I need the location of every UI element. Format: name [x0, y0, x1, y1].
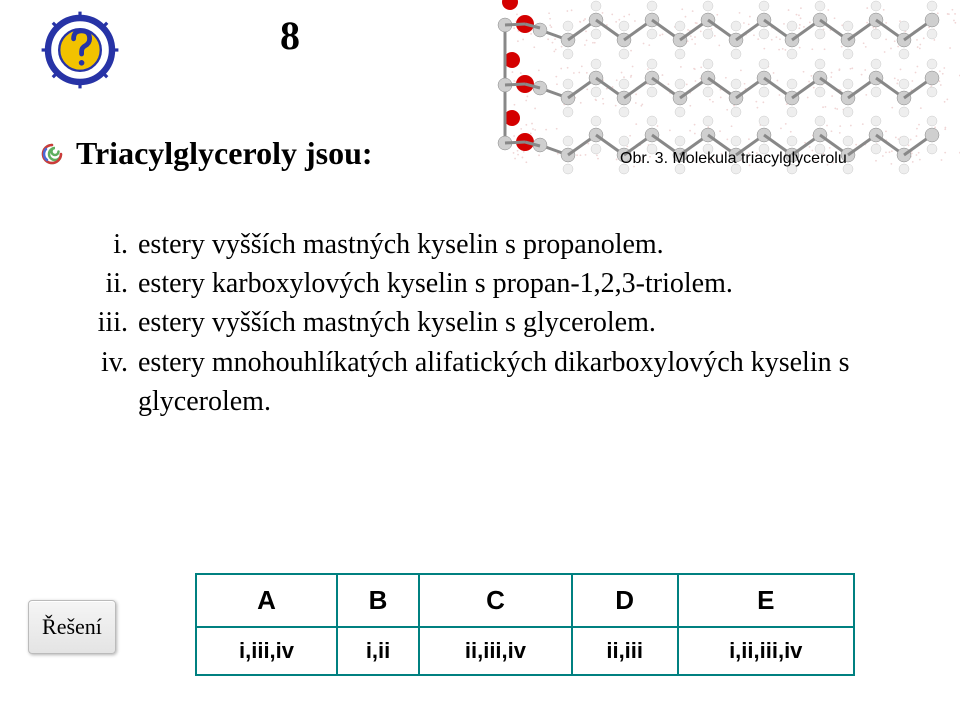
option-marker: i.: [80, 225, 128, 264]
option-iii: iii. estery vyšších mastných kyselin s g…: [80, 303, 900, 342]
heading-text: Triacylglyceroly jsou:: [76, 135, 373, 172]
option-text: estery karboxylových kyselin s propan-1,…: [138, 264, 900, 303]
option-marker: iv.: [80, 343, 128, 421]
figure-caption: Obr. 3. Molekula triacylglycerolu: [620, 150, 847, 168]
option-marker: ii.: [80, 264, 128, 303]
col-header-a: A: [196, 574, 337, 627]
options-list: i. estery vyšších mastných kyselin s pro…: [80, 225, 900, 421]
col-header-d: D: [572, 574, 678, 627]
col-header-c: C: [419, 574, 572, 627]
cell-d[interactable]: ii,iii: [572, 627, 678, 675]
option-ii: ii. estery karboxylových kyselin s propa…: [80, 264, 900, 303]
cell-b[interactable]: i,ii: [337, 627, 419, 675]
answer-table: A B C D E i,iii,iv i,ii ii,iii,iv ii,iii…: [195, 573, 855, 676]
table-header-row: A B C D E: [196, 574, 854, 627]
col-header-e: E: [678, 574, 855, 627]
option-text: estery vyšších mastných kyselin s propan…: [138, 225, 900, 264]
col-header-b: B: [337, 574, 419, 627]
cell-a[interactable]: i,iii,iv: [196, 627, 337, 675]
table-row: i,iii,iv i,ii ii,iii,iv ii,iii i,ii,iii,…: [196, 627, 854, 675]
slide: 8 Triacylglyceroly jso: [0, 0, 960, 716]
swirl-bullet-icon: [40, 142, 64, 166]
cell-c[interactable]: ii,iii,iv: [419, 627, 572, 675]
question-mark-icon: [40, 10, 120, 90]
option-i: i. estery vyšších mastných kyselin s pro…: [80, 225, 900, 264]
option-iv: iv. estery mnohouhlíkatých alifatických …: [80, 343, 900, 421]
option-marker: iii.: [80, 303, 128, 342]
cell-e[interactable]: i,ii,iii,iv: [678, 627, 855, 675]
option-text: estery mnohouhlíkatých alifatických dika…: [138, 343, 900, 421]
option-text: estery vyšších mastných kyselin s glycer…: [138, 303, 900, 342]
resolve-button[interactable]: Řešení: [28, 600, 116, 654]
slide-number: 8: [280, 12, 300, 59]
